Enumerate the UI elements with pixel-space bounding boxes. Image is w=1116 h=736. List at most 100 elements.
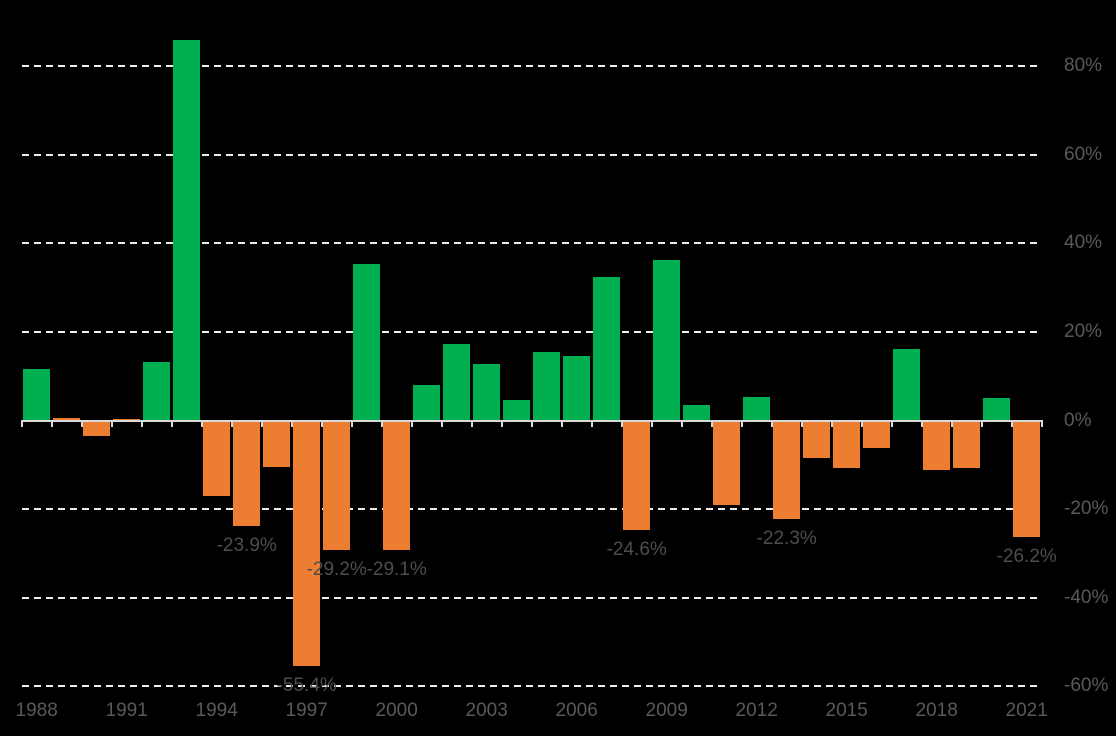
x-axis-tick	[1040, 421, 1043, 427]
bar-2012	[743, 397, 771, 421]
x-axis-tick	[260, 421, 263, 427]
bar-1992	[143, 361, 171, 421]
bar-1994	[203, 420, 231, 496]
x-axis-tick	[20, 421, 23, 427]
bar-2006	[563, 356, 591, 421]
bar-2021	[1013, 420, 1041, 537]
x-axis-tick	[890, 421, 893, 427]
x-axis-label-2015: 2015	[825, 700, 868, 721]
bar-1998	[323, 420, 351, 550]
data-label-1995: -23.9%	[216, 535, 277, 557]
x-axis-label-1997: 1997	[285, 700, 328, 721]
y-axis-label-40: 40%	[1064, 232, 1103, 254]
y-axis-label-60: 60%	[1064, 143, 1103, 165]
y-axis-label-0: 0%	[1064, 409, 1092, 431]
x-axis-tick	[680, 421, 683, 427]
bar-2017	[893, 349, 921, 421]
y-axis-label-20: 20%	[1064, 320, 1103, 342]
x-axis-tick	[950, 421, 953, 427]
bar-2007	[593, 277, 621, 421]
gridline--20	[21, 508, 1042, 511]
bar-2011	[713, 420, 741, 506]
bar-1996	[263, 420, 291, 467]
x-axis-tick	[500, 421, 503, 427]
bar-2015	[833, 420, 861, 468]
bar-2001	[413, 385, 441, 421]
gridline-80	[21, 64, 1042, 67]
x-axis-label-1988: 1988	[15, 700, 58, 721]
x-axis-label-2006: 2006	[555, 700, 598, 721]
bar-1990	[83, 420, 111, 437]
gridline--60	[21, 685, 1042, 688]
data-label-1998: -29.2%	[306, 558, 367, 580]
data-label-2000: -29.1%	[366, 558, 427, 580]
bar-2009	[653, 260, 681, 421]
x-axis-tick	[410, 421, 413, 427]
x-axis-tick	[80, 421, 83, 427]
y-axis-label--60: -60%	[1064, 675, 1109, 697]
x-axis-tick	[140, 421, 143, 427]
data-label-2008: -24.6%	[606, 538, 667, 560]
x-axis-tick	[590, 421, 593, 427]
bar-2013	[773, 420, 801, 520]
bar-2000	[383, 420, 411, 550]
x-axis-label-2000: 2000	[375, 700, 418, 721]
bar-2004	[503, 399, 531, 421]
bar-1999	[353, 264, 381, 421]
x-axis-label-2009: 2009	[645, 700, 688, 721]
data-label-1997: -55.4%	[276, 675, 337, 697]
x-axis-tick	[380, 421, 383, 427]
x-axis-tick	[470, 421, 473, 427]
x-axis-label-2021: 2021	[1005, 700, 1048, 721]
x-axis-tick	[740, 421, 743, 427]
x-axis-tick	[560, 421, 563, 427]
bar-2019	[953, 420, 981, 468]
x-axis-tick	[230, 421, 233, 427]
bar-2016	[863, 420, 891, 448]
zero-axis-line	[20, 419, 1043, 422]
data-label-2013: -22.3%	[756, 528, 817, 550]
x-axis-tick	[620, 421, 623, 427]
x-axis-tick	[350, 421, 353, 427]
y-axis-label-80: 80%	[1064, 54, 1103, 76]
x-axis-tick	[170, 421, 173, 427]
bar-2008	[623, 420, 651, 530]
y-axis-label--40: -40%	[1064, 586, 1109, 608]
bar-1988	[23, 369, 51, 421]
x-axis-tick	[830, 421, 833, 427]
x-axis-tick	[290, 421, 293, 427]
bar-2014	[803, 420, 831, 459]
bar-1995	[233, 420, 261, 527]
bar-2010	[683, 404, 711, 421]
x-axis-tick	[770, 421, 773, 427]
x-axis-tick	[1010, 421, 1013, 427]
x-axis-label-1994: 1994	[195, 700, 238, 721]
x-axis-tick	[980, 421, 983, 427]
x-axis-tick	[110, 421, 113, 427]
x-axis-label-1991: 1991	[105, 700, 148, 721]
x-axis-tick	[200, 421, 203, 427]
bar-2003	[473, 363, 501, 421]
bar-2005	[533, 351, 561, 421]
bar-1989	[53, 417, 81, 421]
x-axis-tick	[860, 421, 863, 427]
x-axis-tick	[50, 421, 53, 427]
bar-1993	[173, 40, 201, 421]
y-axis-label--20: -20%	[1064, 498, 1109, 520]
data-label-2021: -26.2%	[996, 545, 1057, 567]
x-axis-tick	[530, 421, 533, 427]
x-axis-label-2003: 2003	[465, 700, 508, 721]
x-axis-tick	[320, 421, 323, 427]
x-axis-tick	[710, 421, 713, 427]
x-axis-label-2018: 2018	[915, 700, 958, 721]
bar-2018	[923, 420, 951, 470]
x-axis-tick	[650, 421, 653, 427]
x-axis-tick	[800, 421, 803, 427]
gridline-20	[21, 330, 1042, 333]
bar-2020	[983, 397, 1011, 421]
